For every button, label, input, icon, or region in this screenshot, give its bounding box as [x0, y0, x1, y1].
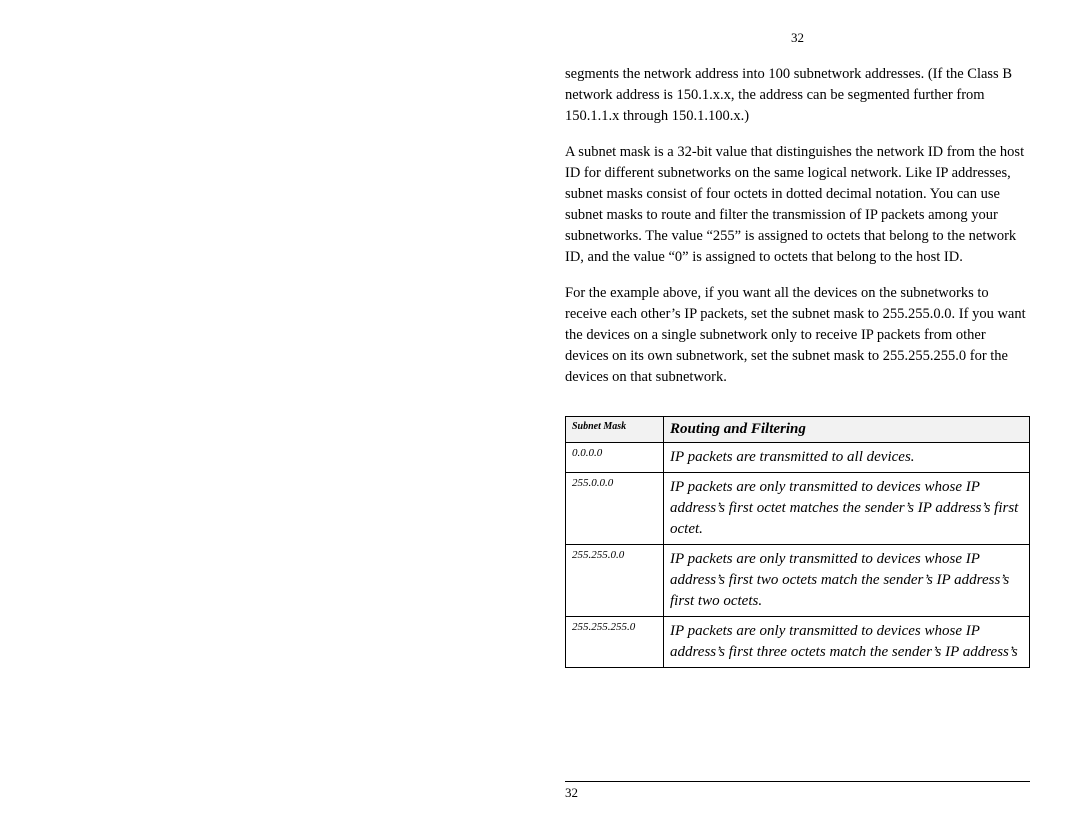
page-footer: 32 — [565, 781, 1030, 801]
paragraph-3: For the example above, if you want all t… — [565, 283, 1030, 388]
table-cell-mask: 255.0.0.0 — [566, 473, 664, 545]
table-cell-mask: 255.255.0.0 — [566, 545, 664, 617]
document-page: 32 segments the network address into 100… — [565, 30, 1030, 668]
table-cell-desc: IP packets are only transmitted to devic… — [664, 473, 1030, 545]
table-cell-desc: IP packets are only transmitted to devic… — [664, 545, 1030, 617]
page-number-top: 32 — [565, 30, 1030, 46]
table-row: 255.0.0.0 IP packets are only transmitte… — [566, 473, 1030, 545]
subnet-mask-table: Subnet Mask Routing and Filtering 0.0.0.… — [565, 416, 1030, 668]
table-cell-mask: 255.255.255.0 — [566, 617, 664, 668]
table-cell-desc: IP packets are transmitted to all device… — [664, 443, 1030, 473]
table-cell-mask: 0.0.0.0 — [566, 443, 664, 473]
table-header-mask: Subnet Mask — [566, 417, 664, 443]
table-row: 255.255.0.0 IP packets are only transmit… — [566, 545, 1030, 617]
page-number-bottom: 32 — [565, 785, 1030, 801]
table-header-row: Subnet Mask Routing and Filtering — [566, 417, 1030, 443]
paragraph-2: A subnet mask is a 32-bit value that dis… — [565, 142, 1030, 268]
table-row: 255.255.255.0 IP packets are only transm… — [566, 617, 1030, 668]
table-row: 0.0.0.0 IP packets are transmitted to al… — [566, 443, 1030, 473]
table-cell-desc: IP packets are only transmitted to devic… — [664, 617, 1030, 668]
footer-divider — [565, 781, 1030, 782]
table-header-routing: Routing and Filtering — [664, 417, 1030, 443]
paragraph-1: segments the network address into 100 su… — [565, 64, 1030, 127]
